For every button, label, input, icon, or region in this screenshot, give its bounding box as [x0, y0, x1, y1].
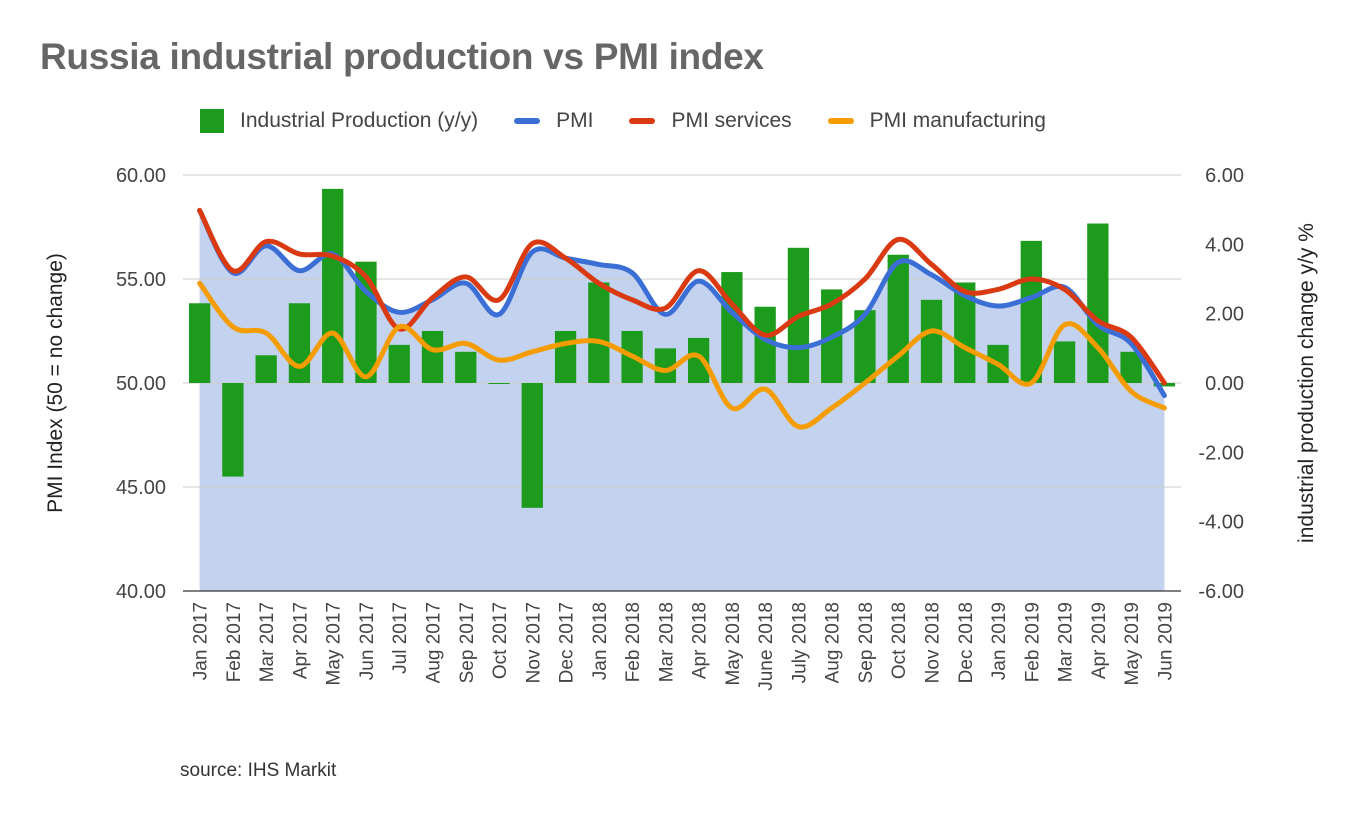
legend-item-industrial-production[interactable]: Industrial Production (y/y)	[200, 109, 478, 133]
bar-industrial-production	[488, 383, 510, 384]
y-tick-label-left: 50.00	[116, 373, 166, 395]
x-tick-label: May 2019	[1122, 602, 1143, 685]
x-tick-label: Jan 2017	[191, 602, 212, 680]
y-axis-title-left: PMI Index (50 = no change)	[44, 253, 67, 513]
x-tick-label: Dec 2018	[956, 602, 977, 683]
legend-swatch-pmi-services	[629, 118, 656, 124]
y-tick-label-left: 60.00	[116, 165, 166, 187]
bar-industrial-production	[455, 351, 477, 383]
bar-industrial-production	[355, 261, 377, 383]
bar-industrial-production	[188, 303, 211, 383]
legend: Industrial Production (y/y) PMI PMI serv…	[200, 105, 1082, 137]
y-tick-label-right: 4.00	[1205, 234, 1244, 256]
x-tick-label: Feb 2018	[623, 602, 644, 682]
x-tick-label: Feb 2017	[224, 602, 245, 682]
y-tick-label-right: 2.00	[1205, 304, 1244, 326]
y-tick-label-right: -4.00	[1198, 512, 1244, 534]
x-tick-label: Mar 2019	[1056, 602, 1077, 682]
bar-industrial-production	[521, 383, 543, 508]
legend-label-pmi-manufacturing: PMI manufacturing	[869, 109, 1046, 132]
legend-item-pmi-manufacturing[interactable]: PMI manufacturing	[827, 109, 1046, 133]
x-tick-label: Jul 2017	[390, 602, 411, 674]
x-tick-label: Apr 2018	[690, 602, 711, 679]
y-axis-title-right: industrial production change y/y %	[1295, 223, 1318, 543]
y-tick-label-left: 40.00	[116, 581, 166, 603]
legend-swatch-pmi	[514, 118, 541, 124]
x-tick-label: July 2018	[789, 602, 810, 683]
x-tick-label: Sep 2017	[457, 602, 478, 683]
x-tick-label: June 2018	[756, 602, 777, 691]
bar-industrial-production	[754, 306, 776, 383]
x-tick-label: Apr 2017	[290, 602, 311, 679]
x-tick-label: Mar 2018	[656, 602, 677, 682]
x-tick-label: Apr 2019	[1089, 602, 1110, 679]
legend-swatch-pmi-manufacturing	[827, 118, 854, 124]
x-tick-label: Dec 2017	[557, 602, 578, 683]
bar-industrial-production	[920, 299, 943, 383]
x-tick-label: Feb 2019	[1022, 602, 1043, 682]
y-tick-label-right: -6.00	[1198, 581, 1244, 603]
bar-industrial-production	[255, 355, 277, 383]
x-tick-label: May 2017	[324, 602, 345, 685]
bar-industrial-production	[1053, 341, 1076, 383]
chart-title: Russia industrial production vs PMI inde…	[40, 36, 764, 77]
bar-industrial-production	[687, 337, 710, 383]
legend-item-pmi[interactable]: PMI	[514, 109, 593, 133]
source-note: source: IHS Markit	[180, 760, 337, 781]
x-tick-label: Sep 2018	[856, 602, 877, 683]
y-tick-label-right: 0.00	[1205, 373, 1244, 395]
bar-industrial-production	[1020, 240, 1042, 383]
x-tick-label: Mar 2017	[257, 602, 278, 682]
bar-industrial-production	[654, 348, 677, 383]
bar-industrial-production	[721, 272, 743, 383]
bar-industrial-production	[322, 188, 344, 383]
y-tick-label-right: -2.00	[1198, 442, 1244, 464]
legend-item-pmi-services[interactable]: PMI services	[629, 109, 792, 133]
legend-label-industrial-production: Industrial Production (y/y)	[240, 109, 479, 132]
legend-label-pmi: PMI	[556, 109, 594, 132]
x-tick-label: Oct 2018	[889, 602, 910, 679]
y-tick-label-left: 45.00	[116, 477, 166, 499]
bar-industrial-production	[421, 331, 444, 383]
legend-swatch-industrial-production	[200, 109, 224, 133]
x-tick-label: Nov 2017	[523, 602, 544, 683]
bar-industrial-production	[1120, 351, 1142, 383]
series-line-pmi-manufacturing	[197, 280, 1167, 430]
series-line-pmi-services	[197, 207, 1167, 386]
bar-industrial-production	[588, 282, 610, 383]
legend-label-pmi-services: PMI services	[671, 109, 792, 132]
bar-industrial-production	[288, 303, 311, 383]
y-tick-label-left: 55.00	[116, 269, 166, 291]
x-tick-label: Jan 2019	[989, 602, 1010, 680]
bar-industrial-production	[954, 282, 976, 383]
bar-industrial-production	[222, 383, 244, 477]
x-tick-label: Nov 2018	[923, 602, 944, 683]
x-tick-label: Jun 2019	[1155, 602, 1176, 680]
x-tick-label: Oct 2017	[490, 602, 511, 679]
bar-industrial-production	[854, 310, 876, 383]
x-tick-label: Jan 2018	[590, 602, 611, 680]
x-tick-label: Aug 2017	[424, 602, 445, 683]
bar-industrial-production	[554, 331, 577, 383]
x-tick-label: Jun 2017	[357, 602, 378, 680]
series-line-pmi	[197, 207, 1167, 398]
x-tick-label: Aug 2018	[823, 602, 844, 683]
x-tick-label: May 2018	[723, 602, 744, 685]
y-tick-label-right: 6.00	[1205, 165, 1244, 187]
bar-industrial-production	[388, 344, 410, 383]
